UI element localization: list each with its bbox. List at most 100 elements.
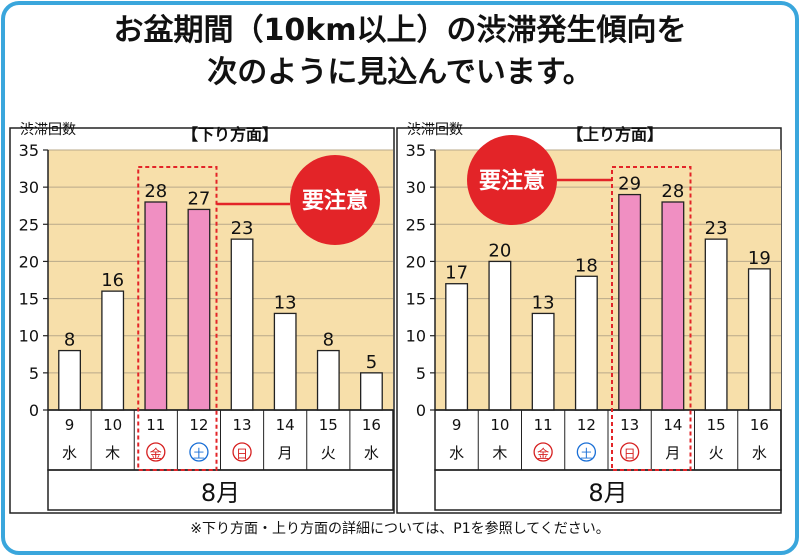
weekday-label: 月 (278, 444, 293, 462)
weekday-label: 水 (752, 444, 767, 462)
weekday-label: 水 (62, 444, 77, 462)
x-tick-label: 16 (750, 416, 769, 434)
data-label: 23 (705, 218, 728, 239)
page-title: お盆期間（10km以上）の渋滞発生傾向を 次のように見込んでいます。 (0, 10, 800, 94)
data-label: 18 (575, 255, 598, 276)
bar (488, 260, 512, 411)
y-tick-label: 10 (406, 327, 426, 346)
y-tick-label: 15 (19, 290, 39, 309)
weekday-label: 日 (236, 447, 248, 461)
x-tick-label: 16 (362, 416, 381, 434)
y-tick-label: 15 (406, 290, 426, 309)
title-line-1: お盆期間（10km以上）の渋滞発生傾向を (113, 13, 687, 48)
y-tick-label: 0 (29, 401, 39, 420)
weekday-label: 木 (105, 444, 120, 462)
weekday-label: 金 (150, 446, 162, 461)
y-tick-label: 25 (406, 215, 426, 234)
month-box (434, 469, 782, 511)
chart-title: 【下り方面】 (182, 125, 278, 144)
bar (704, 238, 728, 411)
y-tick-label: 20 (406, 252, 426, 271)
data-label: 27 (187, 188, 210, 209)
x-tick-label: 9 (452, 416, 462, 434)
alert-label: 要注意 (302, 188, 368, 214)
alert-badge (290, 155, 380, 245)
y-axis-label: 渋滞回数 (20, 122, 76, 138)
y-tick-label: 5 (416, 364, 426, 383)
y-tick-label: 20 (19, 252, 39, 271)
data-label: 8 (323, 330, 334, 351)
x-tick-label: 11 (146, 416, 165, 434)
data-label: 20 (488, 240, 511, 261)
x-tick-label: 11 (534, 416, 553, 434)
weekday-label: 火 (321, 444, 336, 462)
data-label: 17 (445, 263, 468, 284)
x-tick-label: 12 (189, 416, 208, 434)
data-label: 13 (274, 292, 297, 313)
highlight-box (137, 166, 218, 471)
x-tick-label: 12 (577, 416, 596, 434)
data-label: 13 (532, 292, 555, 313)
weekday-label: 水 (364, 444, 379, 462)
weekday-label: 金 (537, 446, 549, 461)
x-axis-label: 8月 (588, 479, 627, 507)
y-tick-label: 25 (19, 215, 39, 234)
chart-title: 【上り方面】 (567, 125, 663, 144)
weekday-circle (189, 442, 209, 462)
data-label: 19 (748, 248, 771, 269)
weekday-circle (146, 442, 166, 462)
weekday-label: 火 (709, 444, 724, 462)
highlight-box (611, 166, 692, 471)
x-tick-label: 10 (103, 416, 122, 434)
x-tick-label: 13 (233, 416, 252, 434)
data-label: 29 (618, 174, 641, 195)
bar (445, 283, 469, 411)
x-tick-label: 15 (319, 416, 338, 434)
weekday-circle (533, 442, 553, 462)
y-axis-label: 渋滞回数 (407, 122, 463, 138)
data-label: 8 (64, 330, 75, 351)
y-tick-label: 35 (406, 141, 426, 160)
panel-border (9, 127, 395, 514)
footnote: ※下り方面・上り方面の詳細については、P1を参照してください。 (190, 521, 610, 537)
weekday-circle (232, 442, 252, 462)
bar (747, 268, 771, 411)
weekday-label: 日 (624, 447, 636, 461)
weekday-label: 土 (580, 447, 592, 461)
data-label: 23 (231, 218, 254, 239)
data-label: 5 (366, 352, 377, 373)
x-tick-label: 10 (490, 416, 509, 434)
y-tick-label: 30 (406, 178, 426, 197)
y-tick-label: 35 (19, 141, 39, 160)
weekday-label: 土 (193, 447, 205, 461)
x-tick-label: 14 (276, 416, 295, 434)
month-box (47, 469, 394, 511)
weekday-label: 月 (665, 444, 680, 462)
alert-badge (467, 135, 557, 225)
title-line-2: 次のように見込んでいます。 (207, 55, 593, 90)
y-tick-label: 10 (19, 327, 39, 346)
weekday-label: 木 (492, 444, 507, 462)
weekday-circle (576, 442, 597, 462)
y-tick-label: 0 (416, 401, 426, 420)
data-label: 16 (101, 270, 124, 291)
weekday-label: 水 (449, 444, 464, 462)
y-tick-label: 5 (29, 364, 39, 383)
y-tick-label: 30 (19, 178, 39, 197)
bar (531, 312, 555, 411)
x-tick-label: 9 (65, 416, 75, 434)
data-label: 28 (661, 181, 684, 202)
x-tick-label: 13 (620, 416, 639, 434)
weekday-circle (619, 442, 640, 462)
bar (661, 201, 685, 411)
x-tick-label: 15 (707, 416, 726, 434)
x-axis-label: 8月 (201, 479, 240, 507)
bar (574, 275, 598, 411)
x-tick-label: 14 (663, 416, 682, 434)
alert-label: 要注意 (479, 168, 545, 194)
bar (618, 193, 642, 411)
data-label: 28 (144, 181, 167, 202)
